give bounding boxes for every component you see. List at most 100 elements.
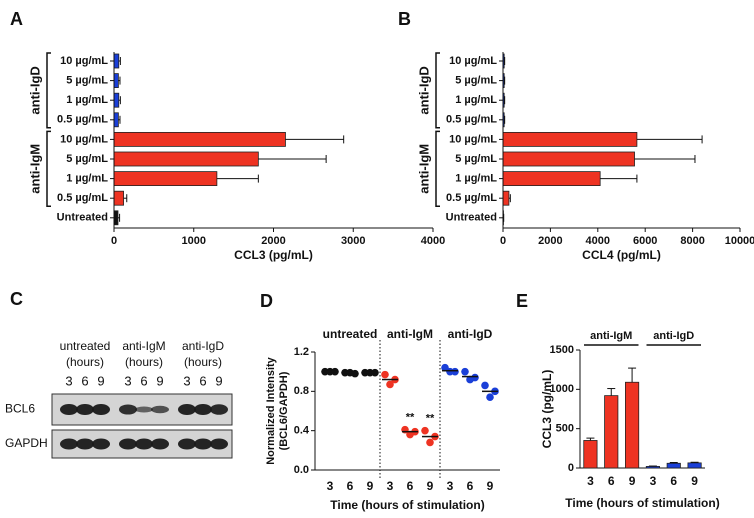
x-tick-label: 3 — [447, 479, 454, 493]
y-axis-title: (BCL6/GAPDH) — [278, 371, 290, 450]
blot-band — [194, 404, 212, 415]
x-axis-title: CCL4 (pg/mL) — [582, 248, 661, 262]
bar — [502, 131, 638, 147]
lane-label: 6 — [81, 373, 88, 388]
bar — [113, 53, 120, 69]
group-bracket — [435, 52, 440, 129]
group-label: (hours) — [66, 355, 104, 369]
lane-label: 9 — [156, 373, 163, 388]
x-tick-label: 1000 — [182, 235, 206, 247]
panel-letter: A — [10, 9, 23, 29]
lane-label: 9 — [215, 373, 222, 388]
x-tick-label: 9 — [487, 479, 494, 493]
bar — [687, 462, 702, 469]
x-tick-label: 3 — [327, 479, 334, 493]
bar — [113, 151, 259, 167]
blot-band — [119, 438, 137, 450]
bar — [113, 92, 120, 108]
blot-band — [178, 404, 196, 415]
point — [381, 370, 389, 379]
x-axis-title: CCL3 (pg/mL) — [234, 248, 313, 262]
x-tick-label: 0 — [500, 235, 506, 247]
category-label: 1 µg/mL — [455, 173, 497, 185]
bar — [113, 112, 119, 128]
category-label: Untreated — [446, 212, 497, 224]
lane-label: 6 — [140, 373, 147, 388]
group-label: (hours) — [184, 355, 222, 369]
x-axis-title: Time (hours of stimulation) — [565, 496, 719, 510]
category-label: 0.5 µg/mL — [446, 114, 497, 126]
group-label: anti-IgD — [653, 330, 694, 342]
lane-label: 3 — [65, 373, 72, 388]
category-label: 1 µg/mL — [455, 94, 497, 106]
category-label: 10 µg/mL — [449, 55, 497, 67]
category-label: 10 µg/mL — [60, 55, 108, 67]
bar — [502, 171, 601, 187]
group-label: untreated — [323, 327, 378, 341]
group-bracket — [435, 130, 440, 207]
x-tick-label: 2000 — [538, 235, 562, 247]
x-tick-label: 10000 — [725, 235, 754, 247]
y-tick-label: 1000 — [550, 383, 574, 395]
group-label: (hours) — [125, 355, 163, 369]
group-label: anti-IgD — [416, 66, 431, 114]
bar — [625, 381, 640, 469]
group-label: anti-IgM — [27, 144, 42, 194]
category-label: 0.5 µg/mL — [57, 114, 108, 126]
category-label: 0.5 µg/mL — [446, 192, 497, 204]
x-tick-label: 0 — [111, 235, 117, 247]
group-label: anti-IgD — [448, 327, 493, 341]
point — [446, 367, 454, 376]
lane-label: 3 — [183, 373, 190, 388]
bar — [502, 190, 510, 206]
panel-letter: E — [516, 291, 528, 311]
point — [481, 381, 489, 390]
bar — [113, 171, 218, 187]
blot-band — [210, 438, 228, 450]
group-label: anti-IgM — [416, 144, 431, 194]
blot-band — [151, 438, 169, 450]
blot-band — [178, 438, 196, 450]
bar — [113, 210, 119, 226]
x-tick-label: 9 — [691, 474, 698, 488]
blot-band — [135, 406, 153, 413]
blot-band — [119, 404, 137, 415]
y-tick-label: 1.2 — [294, 346, 309, 358]
bar — [113, 73, 119, 88]
x-tick-label: 3 — [587, 474, 594, 488]
x-tick-label: 6 — [670, 474, 677, 488]
category-label: 5 µg/mL — [66, 153, 108, 165]
lane-label: 6 — [199, 373, 206, 388]
group-label: anti-IgM — [590, 330, 632, 342]
blot-band — [194, 438, 212, 450]
annotation: ** — [426, 413, 435, 425]
bar — [645, 466, 660, 469]
y-tick-label: 500 — [556, 423, 574, 435]
blot-band — [60, 438, 78, 450]
x-tick-label: 3 — [650, 474, 657, 488]
y-tick-label: 0 — [568, 462, 574, 474]
y-tick-label: 0.0 — [294, 464, 309, 476]
point — [421, 426, 429, 435]
point — [486, 393, 494, 402]
bar — [113, 190, 124, 206]
group-label: anti-IgM — [122, 339, 165, 353]
x-tick-label: 9 — [367, 479, 374, 493]
category-label: 5 µg/mL — [455, 153, 497, 165]
y-tick-label: 0.4 — [294, 425, 310, 437]
blot-band — [135, 438, 153, 450]
blot-band — [92, 438, 110, 450]
x-tick-label: 6 — [467, 479, 474, 493]
point — [461, 367, 469, 376]
annotation: ** — [406, 412, 415, 424]
panel-letter: D — [260, 291, 273, 311]
category-label: 1 µg/mL — [66, 94, 108, 106]
bar — [113, 131, 286, 147]
point — [406, 430, 414, 439]
x-tick-label: 4000 — [421, 235, 445, 247]
row-label: BCL6 — [5, 402, 35, 416]
x-tick-label: 8000 — [680, 235, 704, 247]
group-label: anti-IgD — [182, 339, 224, 353]
panel-letter: B — [398, 9, 411, 29]
